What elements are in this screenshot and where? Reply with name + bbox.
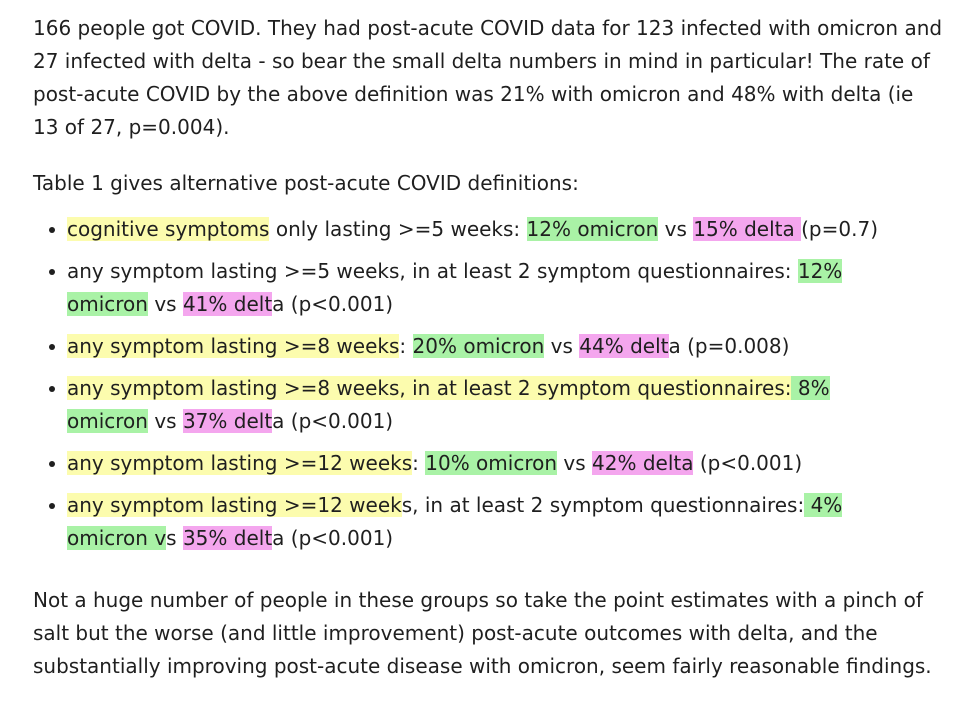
list-item-text: vs [658,217,694,241]
bullet-dot-icon [49,503,55,509]
highlight-pink: 35% delt [182,526,273,550]
highlight-green: 20% omicron [412,334,545,358]
paragraph-conclusion: Not a huge number of people in these gro… [33,588,932,678]
list-item-text: s [166,526,183,550]
highlight-pink: 42% delta [592,451,694,475]
list-item-text: (p<0.001) [693,451,803,475]
list-item-text: only lasting >=5 weeks: [269,217,527,241]
highlight-green: 12% omicron [526,217,659,241]
highlight-pink: 15% delta [693,217,802,241]
bullet-dot-icon [49,386,55,392]
list-item-text: a (p=0.008) [668,334,790,358]
highlight-yellow: any symptom lasting >=8 weeks, in at lea… [67,376,792,400]
list-item-text: : [412,451,426,475]
list-item-text: : [399,334,413,358]
list-item-text: a (p<0.001) [272,409,394,433]
bullet-dot-icon [49,461,55,467]
list-item: any symptom lasting >=8 weeks: 20% omicr… [33,330,913,363]
paragraph-covid-cohort: 166 people got COVID. They had post-acut… [33,16,943,139]
highlight-yellow: any symptom lasting >=12 weeks [67,451,413,475]
highlight-yellow: any symptom lasting >=8 weeks [67,334,400,358]
highlight-green: 10% omicron [425,451,558,475]
highlight-pink: 41% delt [182,292,273,316]
highlight-pink: 37% delt [182,409,273,433]
list-item: any symptom lasting >=8 weeks, in at lea… [33,372,913,438]
definitions-list: cognitive symptoms only lasting >=5 week… [33,213,913,564]
bullet-dot-icon [49,344,55,350]
list-item-text: a (p<0.001) [272,292,394,316]
bullet-dot-icon [49,227,55,233]
list-item-text: vs [147,292,183,316]
list-item: any symptom lasting >=12 weeks, in at le… [33,489,913,555]
list-item-text: s, in at least 2 symptom questionnaires: [401,493,805,517]
list-item-text: (p=0.7) [801,217,878,241]
list-item-text: any symptom lasting >=5 weeks, in at lea… [67,259,798,283]
list-item: cognitive symptoms only lasting >=5 week… [33,213,913,246]
list-item: any symptom lasting >=5 weeks, in at lea… [33,255,913,321]
highlight-yellow: cognitive symptoms [67,217,270,241]
bullet-dot-icon [49,269,55,275]
list-item-text: a (p<0.001) [272,526,394,550]
list-item-text: vs [147,409,183,433]
list-item-text: vs [557,451,593,475]
list-item-text: vs [544,334,580,358]
paragraph-table-intro: Table 1 gives alternative post-acute COV… [33,171,579,195]
highlight-pink: 44% delt [579,334,669,358]
highlight-yellow: any symptom lasting >=12 week [67,493,402,517]
list-item: any symptom lasting >=12 weeks: 10% omic… [33,447,913,480]
